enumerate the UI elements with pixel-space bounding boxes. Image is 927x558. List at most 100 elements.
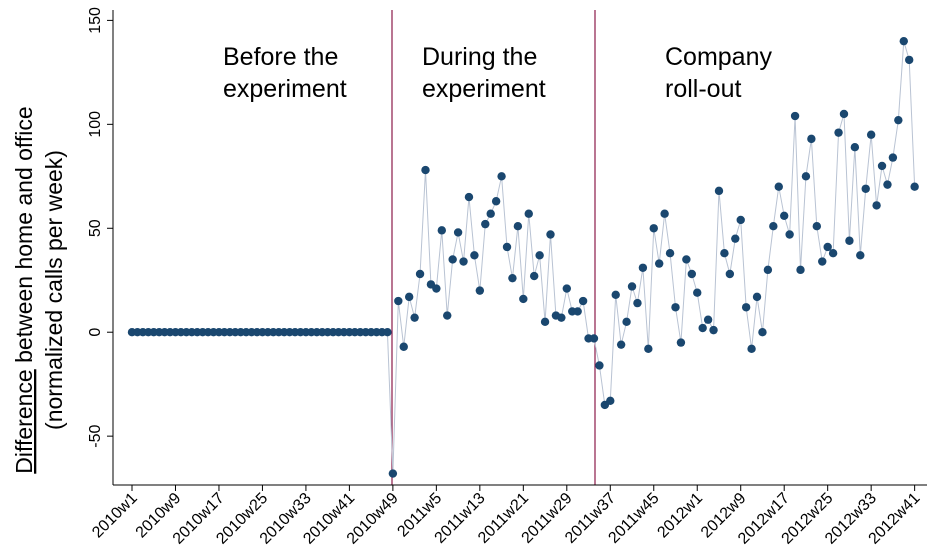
y-axis-label-rest: between home and office: [11, 106, 37, 363]
data-point: [404, 292, 414, 302]
data-point: [611, 290, 620, 299]
data-point: [818, 257, 827, 266]
data-point: [785, 230, 794, 239]
data-point: [856, 251, 865, 260]
data-point: [633, 298, 642, 308]
data-point: [780, 211, 789, 220]
data-point: [866, 130, 876, 139]
data-point: [491, 197, 501, 206]
data-point: [573, 307, 582, 316]
data-point: [649, 224, 658, 233]
data-point: [502, 242, 512, 252]
data-point: [736, 215, 745, 225]
data-point: [557, 313, 566, 322]
data-point: [747, 344, 756, 354]
data-point: [709, 325, 718, 335]
data-point: [828, 249, 838, 258]
data-point: [535, 251, 544, 260]
data-point: [872, 201, 881, 210]
data-point: [905, 55, 914, 65]
data-point: [801, 172, 811, 181]
data-point: [877, 161, 887, 171]
data-point: [497, 172, 506, 181]
data-point: [676, 338, 686, 347]
data-point: [627, 282, 637, 291]
data-point: [540, 317, 550, 327]
data-point: [774, 182, 783, 191]
data-point: [682, 255, 691, 264]
data-point: [437, 226, 446, 235]
data-point: [839, 109, 849, 119]
data-point: [850, 142, 860, 152]
data-point: [703, 315, 713, 324]
data-point: [578, 296, 588, 306]
y-tick-label: -50: [87, 424, 104, 447]
annotation: Company: [665, 43, 772, 71]
annotation: experiment: [223, 75, 347, 103]
y-axis-label: Difference between home and office: [11, 106, 37, 473]
data-point: [834, 128, 843, 137]
data-point: [562, 284, 571, 293]
data-point: [383, 328, 392, 337]
data-point: [752, 292, 762, 302]
data-point: [399, 342, 408, 351]
data-point: [671, 303, 680, 312]
y-tick-label: 0: [87, 328, 104, 337]
annotation: experiment: [422, 75, 546, 103]
data-point: [508, 273, 517, 283]
data-point: [687, 269, 697, 279]
data-point: [546, 230, 555, 239]
annotation: Before the: [223, 43, 338, 71]
data-point: [421, 165, 430, 175]
data-point: [823, 242, 832, 252]
data-point: [616, 340, 626, 349]
data-point: [741, 303, 751, 312]
data-point: [529, 271, 539, 281]
data-point: [807, 134, 816, 144]
data-point: [622, 317, 631, 327]
data-point: [606, 396, 615, 406]
data-point: [769, 221, 778, 231]
annotation: During the: [422, 43, 537, 71]
data-point: [714, 186, 724, 196]
y-axis-label: (normalized calls per week): [41, 150, 67, 430]
y-axis-label-emphasis: Difference: [11, 369, 37, 473]
data-point: [519, 294, 528, 304]
data-point: [665, 249, 675, 258]
data-point: [790, 111, 800, 121]
annotation: roll-out: [665, 75, 741, 103]
data-point: [660, 209, 669, 218]
data-point: [910, 182, 919, 191]
y-tick-label: 50: [87, 219, 104, 237]
data-point: [415, 269, 425, 279]
y-tick-label: 100: [87, 111, 104, 138]
data-point: [698, 323, 707, 333]
data-point: [432, 284, 441, 293]
data-point: [470, 251, 479, 260]
data-point: [513, 221, 523, 231]
data-point: [845, 236, 854, 245]
data-point: [720, 249, 729, 258]
data-point: [899, 36, 908, 46]
data-point: [464, 192, 474, 202]
data-point: [448, 255, 457, 264]
data-point: [812, 221, 822, 231]
data-point: [595, 361, 604, 370]
data-point: [453, 228, 463, 237]
data-point: [524, 209, 533, 218]
data-point: [883, 180, 892, 189]
data-point: [410, 313, 419, 322]
data-point: [888, 153, 898, 162]
data-point: [894, 115, 903, 125]
y-tick-label: 150: [87, 7, 104, 34]
data-point: [443, 311, 452, 320]
data-point: [861, 184, 870, 193]
data-point: [388, 469, 398, 478]
data-point: [796, 265, 805, 275]
data-point: [481, 219, 490, 229]
data-point: [459, 257, 468, 266]
data-point: [654, 259, 664, 268]
data-point: [475, 286, 485, 295]
